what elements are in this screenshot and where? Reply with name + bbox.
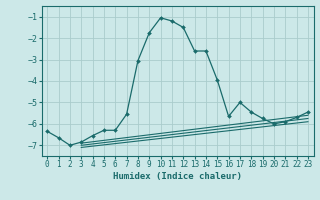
X-axis label: Humidex (Indice chaleur): Humidex (Indice chaleur) [113,172,242,181]
